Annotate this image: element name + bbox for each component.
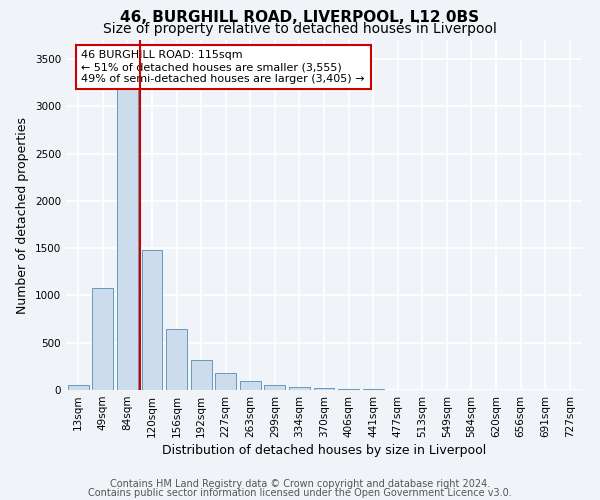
Bar xyxy=(265,385,286,390)
Text: Size of property relative to detached houses in Liverpool: Size of property relative to detached ho… xyxy=(103,22,497,36)
Bar xyxy=(215,374,236,390)
Bar xyxy=(314,388,334,390)
Bar xyxy=(68,386,89,390)
Y-axis label: Number of detached properties: Number of detached properties xyxy=(16,116,29,314)
Bar xyxy=(92,288,113,390)
Bar xyxy=(142,250,163,390)
Text: 46 BURGHILL ROAD: 115sqm
← 51% of detached houses are smaller (3,555)
49% of sem: 46 BURGHILL ROAD: 115sqm ← 51% of detach… xyxy=(82,50,365,84)
Bar xyxy=(240,381,261,390)
Text: 46, BURGHILL ROAD, LIVERPOOL, L12 0BS: 46, BURGHILL ROAD, LIVERPOOL, L12 0BS xyxy=(121,10,479,25)
Text: Contains HM Land Registry data © Crown copyright and database right 2024.: Contains HM Land Registry data © Crown c… xyxy=(110,479,490,489)
Text: Contains public sector information licensed under the Open Government Licence v3: Contains public sector information licen… xyxy=(88,488,512,498)
Bar xyxy=(338,389,359,390)
Bar xyxy=(166,328,187,390)
Bar xyxy=(362,389,383,390)
Bar xyxy=(117,59,138,390)
Bar xyxy=(289,386,310,390)
X-axis label: Distribution of detached houses by size in Liverpool: Distribution of detached houses by size … xyxy=(162,444,486,457)
Bar xyxy=(191,360,212,390)
